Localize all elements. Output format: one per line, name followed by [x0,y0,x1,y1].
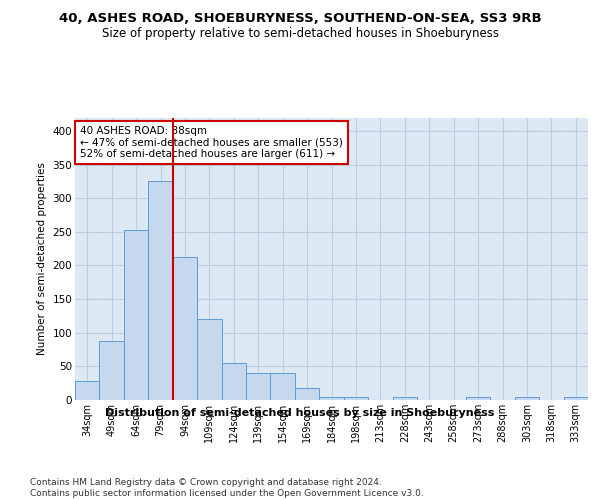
Bar [221,363,246,400]
Text: 40, ASHES ROAD, SHOEBURYNESS, SOUTHEND-ON-SEA, SS3 9RB: 40, ASHES ROAD, SHOEBURYNESS, SOUTHEND-O… [59,12,541,26]
Bar [173,256,197,400]
Bar [271,373,295,400]
Text: Distribution of semi-detached houses by size in Shoeburyness: Distribution of semi-detached houses by … [106,408,494,418]
Text: 40 ASHES ROAD: 88sqm
← 47% of semi-detached houses are smaller (553)
52% of semi: 40 ASHES ROAD: 88sqm ← 47% of semi-detac… [80,126,343,159]
Bar [466,396,490,400]
Bar [295,388,319,400]
Bar [515,396,539,400]
Bar [344,396,368,400]
Y-axis label: Number of semi-detached properties: Number of semi-detached properties [37,162,47,355]
Bar [100,341,124,400]
Bar [148,182,173,400]
Bar [197,320,221,400]
Text: Size of property relative to semi-detached houses in Shoeburyness: Size of property relative to semi-detach… [101,28,499,40]
Bar [75,381,100,400]
Bar [392,396,417,400]
Bar [124,230,148,400]
Bar [246,373,271,400]
Bar [319,396,344,400]
Bar [563,396,588,400]
Text: Contains HM Land Registry data © Crown copyright and database right 2024.
Contai: Contains HM Land Registry data © Crown c… [30,478,424,498]
